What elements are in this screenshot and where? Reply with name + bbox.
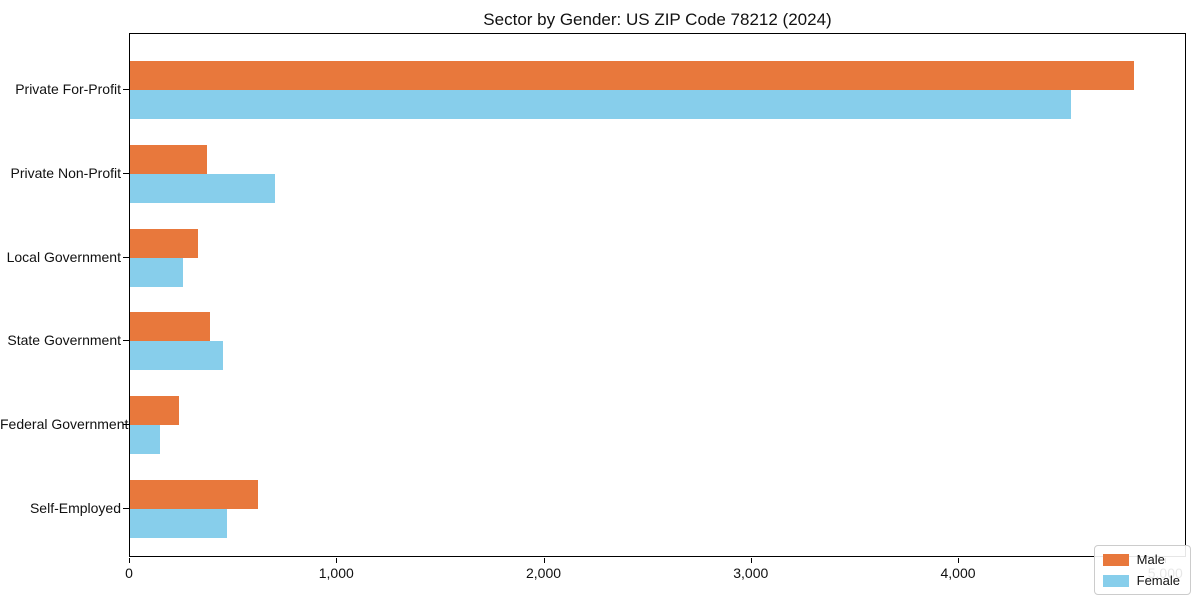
y-tick-label: Private For-Profit xyxy=(15,81,121,97)
x-tick-mark xyxy=(750,558,752,563)
y-tick-mark xyxy=(123,89,129,90)
legend-item-female: Female xyxy=(1102,573,1180,588)
x-tick-label: 3,000 xyxy=(733,565,769,581)
y-tick-mark xyxy=(123,256,129,258)
bar-male-private-non-profit xyxy=(130,144,207,174)
legend-label-female: Female xyxy=(1136,573,1180,588)
x-tick-mark xyxy=(129,558,130,563)
x-tick-label: 1,000 xyxy=(318,565,354,581)
x-tick-label: 2,000 xyxy=(525,565,562,581)
x-tick-label: 0 xyxy=(125,565,133,581)
y-tick-label: Local Government xyxy=(6,248,121,265)
y-tick-mark xyxy=(123,508,129,509)
bar-male-local-government xyxy=(130,228,199,258)
male-swatch-icon xyxy=(1102,553,1129,566)
x-tick-mark xyxy=(958,558,960,563)
bar-male-private-for-profit xyxy=(130,61,1135,90)
bar-male-federal-government xyxy=(130,396,179,426)
bar-female-private-non-profit xyxy=(130,173,275,203)
y-tick-label: Private Non-Profit xyxy=(10,164,121,181)
y-tick-mark xyxy=(123,172,129,174)
bar-female-local-government xyxy=(130,257,183,287)
legend: Male Female xyxy=(1093,545,1191,595)
legend-label-male: Male xyxy=(1136,552,1165,567)
x-tick-mark xyxy=(543,558,545,563)
bar-female-state-government xyxy=(130,341,224,371)
y-tick-mark xyxy=(123,340,129,342)
y-tick-label: Federal Government xyxy=(0,416,129,433)
plot-area xyxy=(129,33,1186,557)
bar-female-federal-government xyxy=(130,425,160,455)
bar-female-private-for-profit xyxy=(130,90,1072,119)
female-swatch-icon xyxy=(1102,574,1129,587)
y-tick-mark xyxy=(123,424,129,426)
chart-title: Sector by Gender: US ZIP Code 78212 (202… xyxy=(483,10,832,29)
x-tick-mark xyxy=(336,558,338,563)
y-tick-label: Self-Employed xyxy=(29,500,121,516)
x-tick-label: 4,000 xyxy=(940,565,976,581)
bar-female-self-employed xyxy=(130,509,228,538)
bar-male-state-government xyxy=(130,312,210,342)
bar-male-self-employed xyxy=(130,480,259,509)
legend-item-male: Male xyxy=(1102,552,1180,567)
y-tick-label: State Government xyxy=(7,332,121,349)
